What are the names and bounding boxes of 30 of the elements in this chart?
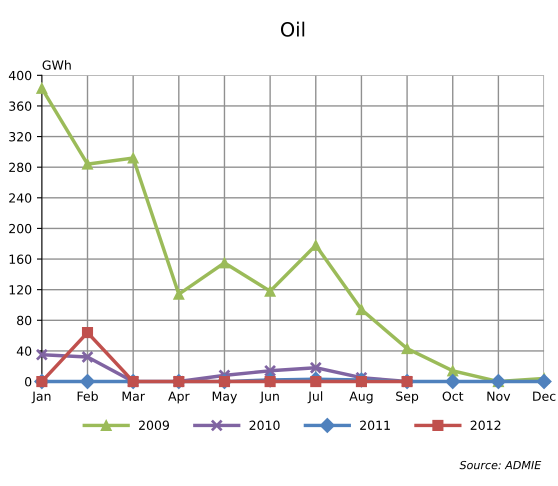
- legend-label: 2012: [470, 420, 500, 430]
- x-tick-label: Mar: [122, 392, 145, 401]
- x-tick-label: Apr: [168, 392, 190, 404]
- chart-title: Oil: [280, 22, 304, 37]
- y-tick-label: 240: [9, 193, 32, 203]
- y-axis-title: GWh: [42, 60, 71, 70]
- y-tick-label: 320: [9, 132, 32, 142]
- y-tick-label: 280: [9, 162, 32, 172]
- y-tick-label: 360: [9, 101, 32, 111]
- y-tick-label: 400: [8, 70, 32, 80]
- x-tick-label: Nov: [487, 392, 510, 401]
- x-tick-label: May: [212, 392, 238, 404]
- y-tick-label: 80: [17, 316, 32, 326]
- x-tick-label: Jul: [308, 391, 322, 404]
- source-note: Source: ADMIE: [460, 460, 542, 470]
- y-tick-label: 40: [16, 346, 32, 356]
- y-tick-label: 160: [10, 254, 32, 264]
- legend-label: 2011: [360, 420, 390, 430]
- legend-label: 2009: [138, 420, 170, 430]
- x-tick-label: Jan: [32, 392, 50, 404]
- x-tick-label: Dec: [533, 392, 556, 401]
- y-tick-label: 120: [10, 285, 32, 295]
- x-tick-label: Oct: [442, 391, 464, 401]
- x-tick-label: Sep: [396, 391, 418, 404]
- x-tick-label: Aug: [349, 392, 372, 404]
- legend-label: 2010: [250, 420, 280, 430]
- x-tick-label: Jun: [260, 392, 279, 404]
- x-tick-label: Feb: [78, 391, 98, 401]
- y-tick-label: 0: [25, 376, 32, 386]
- y-tick-label: 200: [9, 224, 32, 234]
